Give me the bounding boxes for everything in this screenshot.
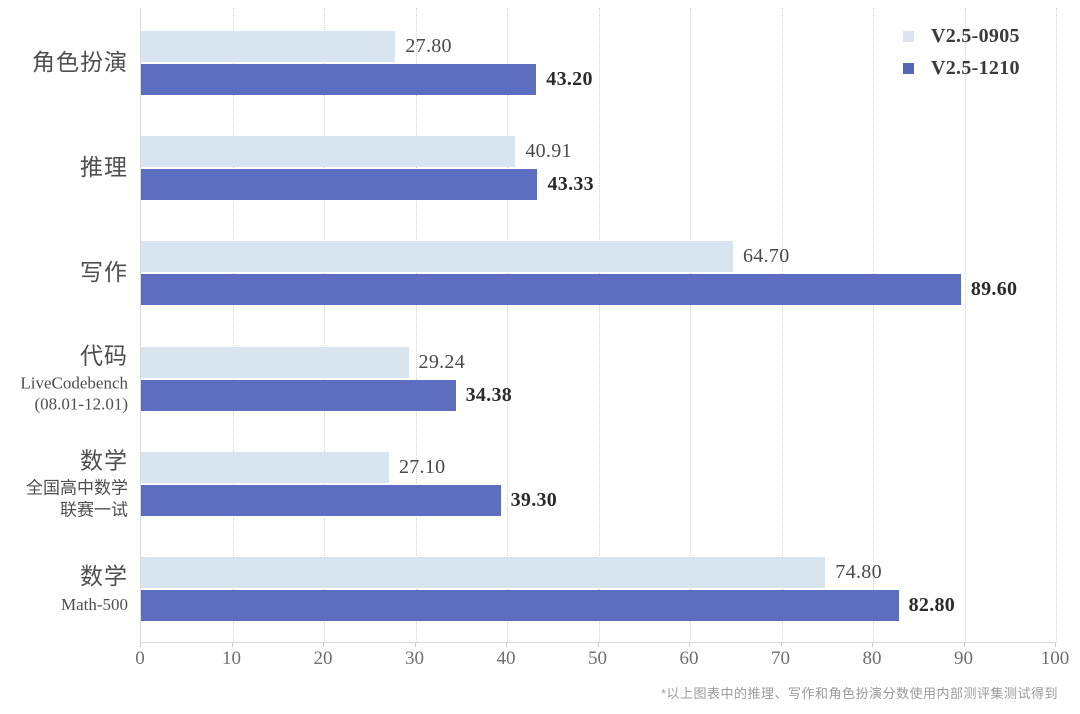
bar-v2-5-1210	[141, 379, 456, 411]
x-axis-tick-label: 100	[1040, 648, 1070, 669]
category-sublabel: 联赛一试	[60, 500, 128, 520]
bar-value-label: 82.80	[908, 594, 956, 616]
category-label-group: 推理	[0, 154, 128, 182]
category-label-group: 数学 Math-500	[0, 563, 128, 615]
gridline	[964, 8, 966, 642]
plot-area: 27.80 43.20 40.91 43.33 64.70 89.60 29.24 34.38…	[140, 8, 1057, 643]
bar-v2-5-0905	[141, 136, 516, 168]
x-axis-tick-label: 10	[222, 648, 241, 669]
x-axis-tick-label: 0	[135, 648, 145, 669]
legend-swatch-v25-0905	[903, 30, 914, 42]
category-label: 代码	[80, 342, 128, 369]
category-label-group: 角色扮演	[0, 49, 128, 77]
bar-value-label: 74.80	[835, 561, 882, 583]
bar-v2-5-0905	[141, 346, 409, 378]
category-sublabel: Math-500	[60, 594, 128, 614]
gridline	[1056, 8, 1057, 642]
bar-value-label: 40.91	[525, 140, 572, 163]
category-row: 29.24 34.38	[141, 346, 1056, 411]
category-row: 27.10 39.30	[141, 451, 1056, 516]
category-label-group: 数学全国高中数学 联赛一试	[0, 447, 128, 520]
category-row: 74.80 82.80	[141, 557, 1056, 621]
x-axis-tick	[140, 642, 141, 647]
legend-item: V2.5-1210	[903, 52, 1020, 84]
bar-v2-5-0905	[141, 451, 389, 483]
gridline	[324, 8, 325, 642]
bar-value-label: 89.60	[970, 278, 1018, 301]
x-axis-tick-label: 60	[679, 648, 699, 669]
category-label-group: 写作	[0, 260, 128, 288]
gridline	[232, 8, 234, 642]
category-row: 40.91 43.33	[141, 136, 1056, 201]
x-axis-tick	[689, 642, 690, 647]
gridline	[873, 8, 874, 642]
chart-footnote: *以上图表中的推理、写作和角色扮演分数使用内部测评集测试得到	[660, 686, 1058, 701]
category-label: 数学	[80, 447, 128, 474]
x-axis-tick	[780, 642, 782, 647]
x-axis-tick-label: 80	[862, 648, 882, 669]
legend: V2.5-0905 V2.5-1210	[903, 20, 1020, 84]
x-axis-tick	[414, 642, 416, 647]
bar-value-label: 43.33	[547, 173, 594, 196]
category-label: 数学	[80, 563, 128, 590]
category-sublabel: LiveCodebench	[20, 373, 128, 393]
x-axis-tick-label: 70	[771, 648, 790, 669]
x-axis-tick	[597, 642, 599, 647]
category-sublabel: 全国高中数学	[26, 478, 128, 498]
bar-v2-5-1210	[141, 64, 537, 95]
bar-v2-5-1210	[141, 484, 501, 516]
bar-v2-5-1210	[141, 590, 899, 621]
gridline	[415, 8, 417, 642]
category-row: 27.80 43.20	[141, 31, 1056, 95]
bar-value-label: 39.30	[510, 488, 558, 511]
x-axis-tick	[872, 642, 873, 647]
x-axis-tick-label: 40	[496, 648, 516, 669]
category-label: 写作	[80, 259, 128, 286]
x-axis-tick-label: 20	[313, 648, 333, 669]
x-axis-tick-label: 50	[588, 648, 607, 669]
bar-value-label: 43.20	[546, 68, 593, 90]
bar-v2-5-0905	[141, 241, 733, 273]
gridline	[507, 8, 508, 642]
x-axis-tick	[1055, 642, 1056, 647]
gridline	[690, 8, 691, 642]
category-label-group: 代码 LiveCodebench (08.01-12.01)	[0, 342, 128, 415]
legend-item: V2.5-0905	[903, 20, 1020, 52]
x-axis-tick	[323, 642, 324, 647]
x-axis-tick-label: 90	[954, 648, 973, 669]
category-label: 角色扮演	[32, 49, 128, 76]
bar-v2-5-0905	[141, 557, 826, 588]
x-axis-tick	[963, 642, 965, 647]
x-axis-tick-label: 30	[405, 648, 424, 669]
bar-v2-5-1210	[141, 274, 961, 306]
bar-value-label: 27.80	[405, 35, 452, 57]
legend-swatch-v25-1210	[903, 62, 914, 74]
bar-value-label: 29.24	[418, 350, 466, 373]
bar-value-label: 64.70	[743, 245, 790, 268]
gridline	[781, 8, 783, 642]
x-axis-tick	[231, 642, 233, 647]
legend-label: V2.5-0905	[931, 24, 1020, 47]
bar-value-label: 27.10	[398, 455, 446, 478]
x-axis: 0 10 20 30 40 50 60 70 80 90 100	[135, 642, 1069, 672]
bar-v2-5-0905	[141, 31, 396, 62]
category-sublabel: (08.01-12.01)	[34, 394, 128, 414]
category-row: 64.70 89.60	[141, 241, 1056, 306]
legend-label: V2.5-1210	[931, 56, 1020, 79]
bar-v2-5-1210	[141, 169, 538, 201]
category-label: 推理	[80, 154, 128, 181]
x-axis-tick	[506, 642, 507, 647]
bar-value-label: 34.38	[465, 383, 513, 406]
gridline	[598, 8, 600, 642]
